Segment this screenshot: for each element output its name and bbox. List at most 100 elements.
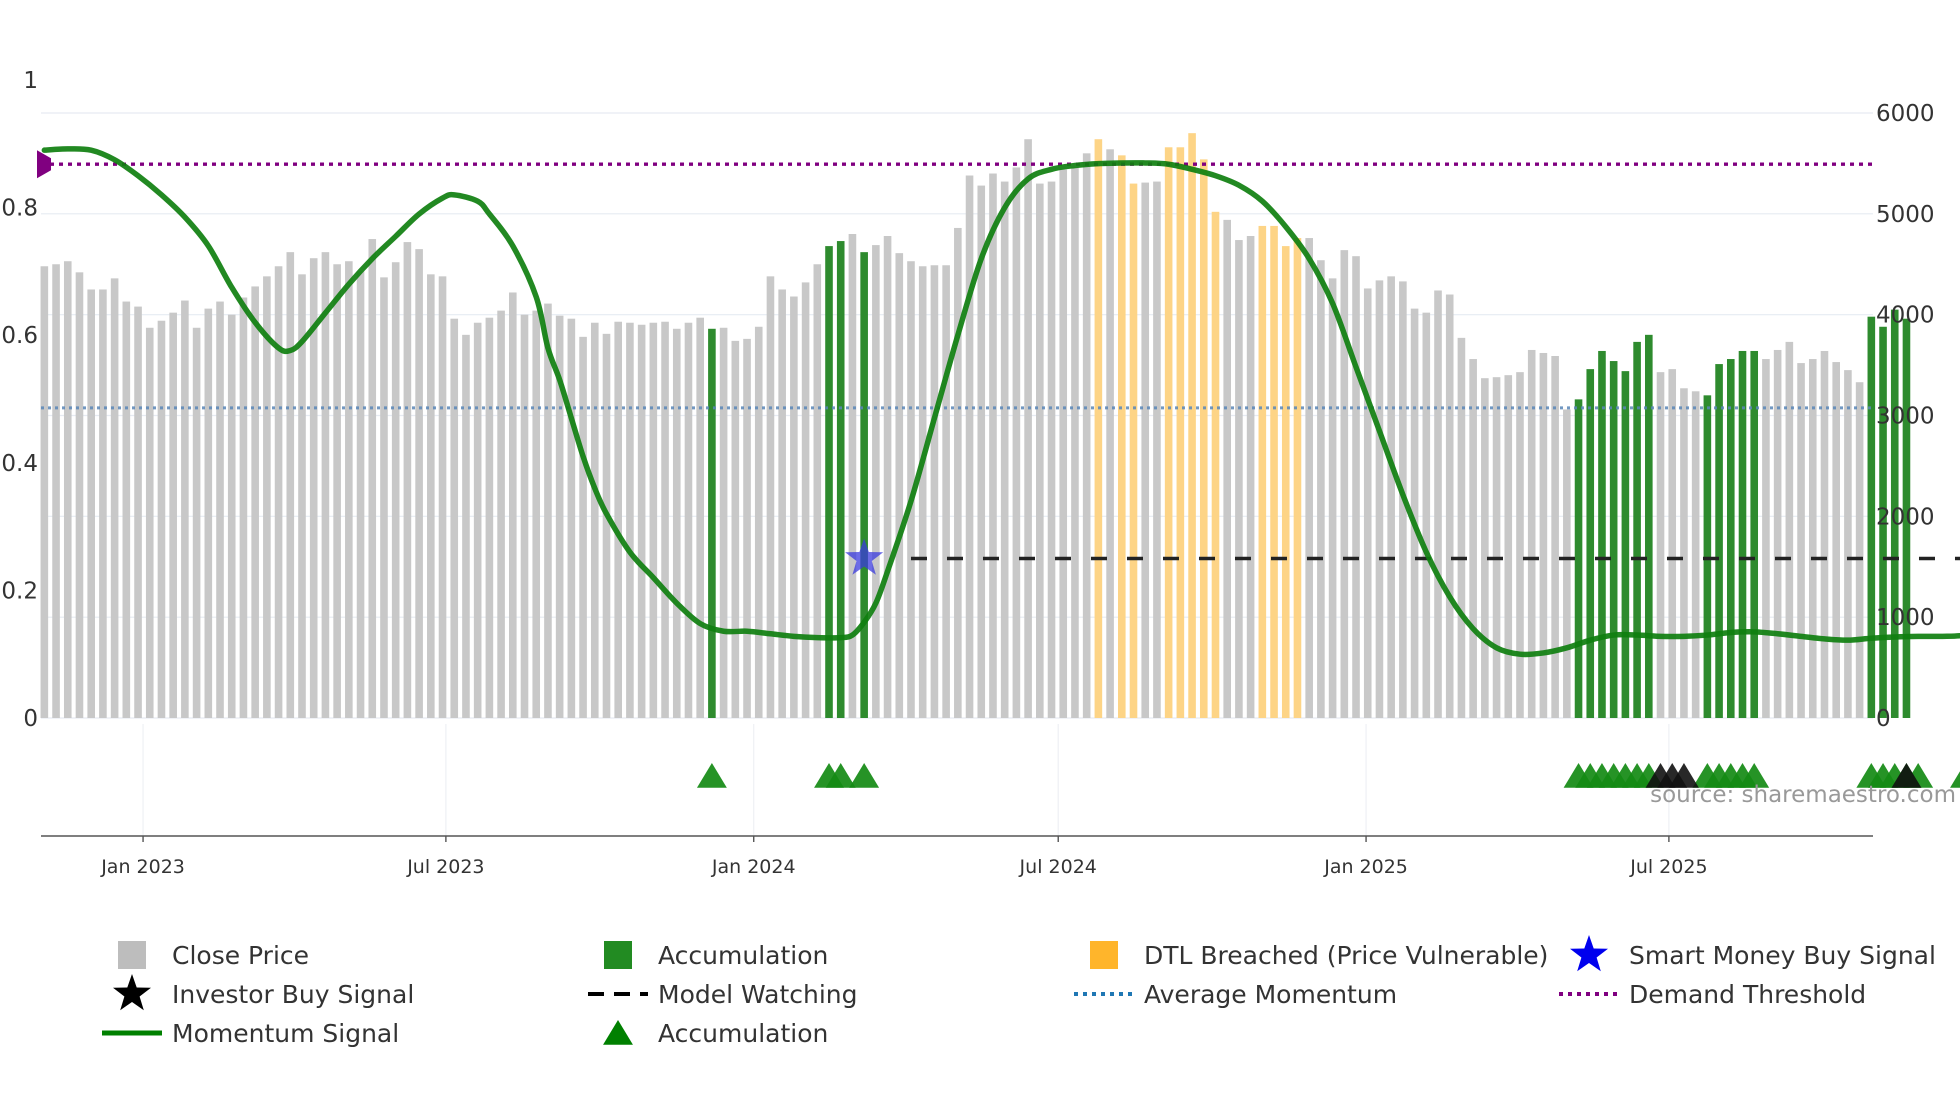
price-bar <box>345 261 353 718</box>
accumulation-bar <box>1890 309 1899 718</box>
investor-buy-triangle <box>1668 763 1699 788</box>
price-bar <box>848 234 857 718</box>
price-bar <box>1352 256 1360 718</box>
price-bar <box>321 252 330 718</box>
price-bar <box>790 296 798 718</box>
accumulation-triangle <box>696 763 727 788</box>
accumulation-bar <box>1574 399 1583 718</box>
accumulation-bar <box>860 252 868 718</box>
price-bar <box>1434 290 1442 718</box>
accumulation-bar <box>1645 334 1653 718</box>
price-bar <box>872 245 880 718</box>
price-bar <box>333 264 341 718</box>
price-bar <box>403 242 412 719</box>
price-bar <box>1422 312 1431 718</box>
price-bar <box>1539 352 1548 718</box>
price-bar <box>274 266 283 718</box>
dtl-breached-bar <box>1281 246 1290 718</box>
investor-buy-triangle <box>1891 763 1922 788</box>
price-bar <box>1551 356 1559 718</box>
price-bar <box>485 317 494 718</box>
legend-label: Accumulation <box>658 1019 828 1048</box>
price-bars-layer <box>40 133 1911 719</box>
price-bar <box>649 322 658 718</box>
price-bar <box>134 306 142 718</box>
price-bar <box>1246 236 1255 718</box>
accumulation-bar <box>1879 326 1887 718</box>
accumulation-bar <box>1750 350 1759 718</box>
price-bar <box>110 278 119 718</box>
price-bar <box>473 322 482 718</box>
price-bar <box>1527 349 1536 718</box>
dtl-breached-bar <box>1270 225 1278 718</box>
legend-label: Smart Money Buy Signal <box>1629 941 1936 970</box>
price-bar <box>1832 362 1840 718</box>
dtl-breached-bar <box>1164 147 1173 719</box>
signal-markers-layer <box>696 538 1960 788</box>
price-bar <box>52 264 60 718</box>
price-bar <box>731 340 740 718</box>
price-bar <box>391 262 400 718</box>
price-bar <box>614 321 623 718</box>
price-bar <box>40 266 49 718</box>
price-bar <box>813 264 822 718</box>
price-bar <box>895 253 904 719</box>
price-bar <box>157 320 166 718</box>
price-bar <box>672 328 681 718</box>
price-bar <box>684 322 693 718</box>
price-bar <box>1844 370 1852 718</box>
accumulation-bar <box>1609 361 1618 718</box>
price-bar <box>1036 183 1044 719</box>
accumulation-bar <box>1867 316 1876 718</box>
price-bar <box>63 261 72 718</box>
price-bar <box>1691 391 1700 718</box>
price-bar <box>298 274 306 718</box>
price-bar <box>918 266 927 718</box>
x-axis-tick-label: Jul 2024 <box>1019 856 1097 878</box>
right-axis-tick-label: 3000 <box>1876 404 1935 430</box>
price-bar <box>989 173 997 718</box>
dtl-breached-bar <box>1211 211 1220 719</box>
price-bar <box>1855 382 1864 718</box>
price-bar <box>1680 388 1688 718</box>
accumulation-triangle <box>825 763 856 788</box>
left-axis-tick-label: 0.8 <box>1 196 38 222</box>
price-bar <box>1317 260 1325 718</box>
x-axis-tick-label: Jul 2025 <box>1629 856 1707 878</box>
price-bar <box>567 318 576 718</box>
price-bar <box>602 333 611 718</box>
legend-star-icon <box>113 974 151 1011</box>
legend-label: DTL Breached (Price Vulnerable) <box>1144 941 1548 970</box>
legend-label: Average Momentum <box>1144 980 1397 1009</box>
reference-lines-layer <box>37 150 1960 561</box>
accumulation-bar <box>836 241 845 718</box>
price-bar <box>1820 350 1829 718</box>
dtl-breached-bar <box>1129 183 1138 719</box>
price-bar <box>216 301 224 718</box>
price-bar <box>1106 149 1114 719</box>
price-bar <box>368 239 377 718</box>
price-bar <box>1797 363 1805 718</box>
left-axis-tick-label: 0 <box>23 706 38 732</box>
price-bar <box>766 276 775 718</box>
right-axis-tick-label: 0 <box>1876 706 1891 732</box>
price-bar <box>1516 372 1524 718</box>
price-bar <box>965 175 974 718</box>
price-bar <box>930 265 939 718</box>
left-axis-tick-label: 0.4 <box>1 451 38 477</box>
price-bar <box>883 236 892 718</box>
price-bar <box>801 282 810 718</box>
price-bar <box>427 274 435 718</box>
price-bar <box>1387 276 1395 718</box>
price-bar <box>1504 375 1513 718</box>
legend-swatch <box>1090 941 1118 969</box>
price-bar <box>415 249 423 718</box>
left-axis-tick-label: 1 <box>23 68 38 94</box>
x-axis-tick-label: Jan 2025 <box>1323 856 1408 878</box>
momentum-signal-layer <box>41 146 1960 658</box>
price-bar <box>1223 219 1231 718</box>
price-bar <box>1375 280 1384 718</box>
price-bar <box>942 265 950 718</box>
right-axis-tick-label: 1000 <box>1876 605 1935 631</box>
